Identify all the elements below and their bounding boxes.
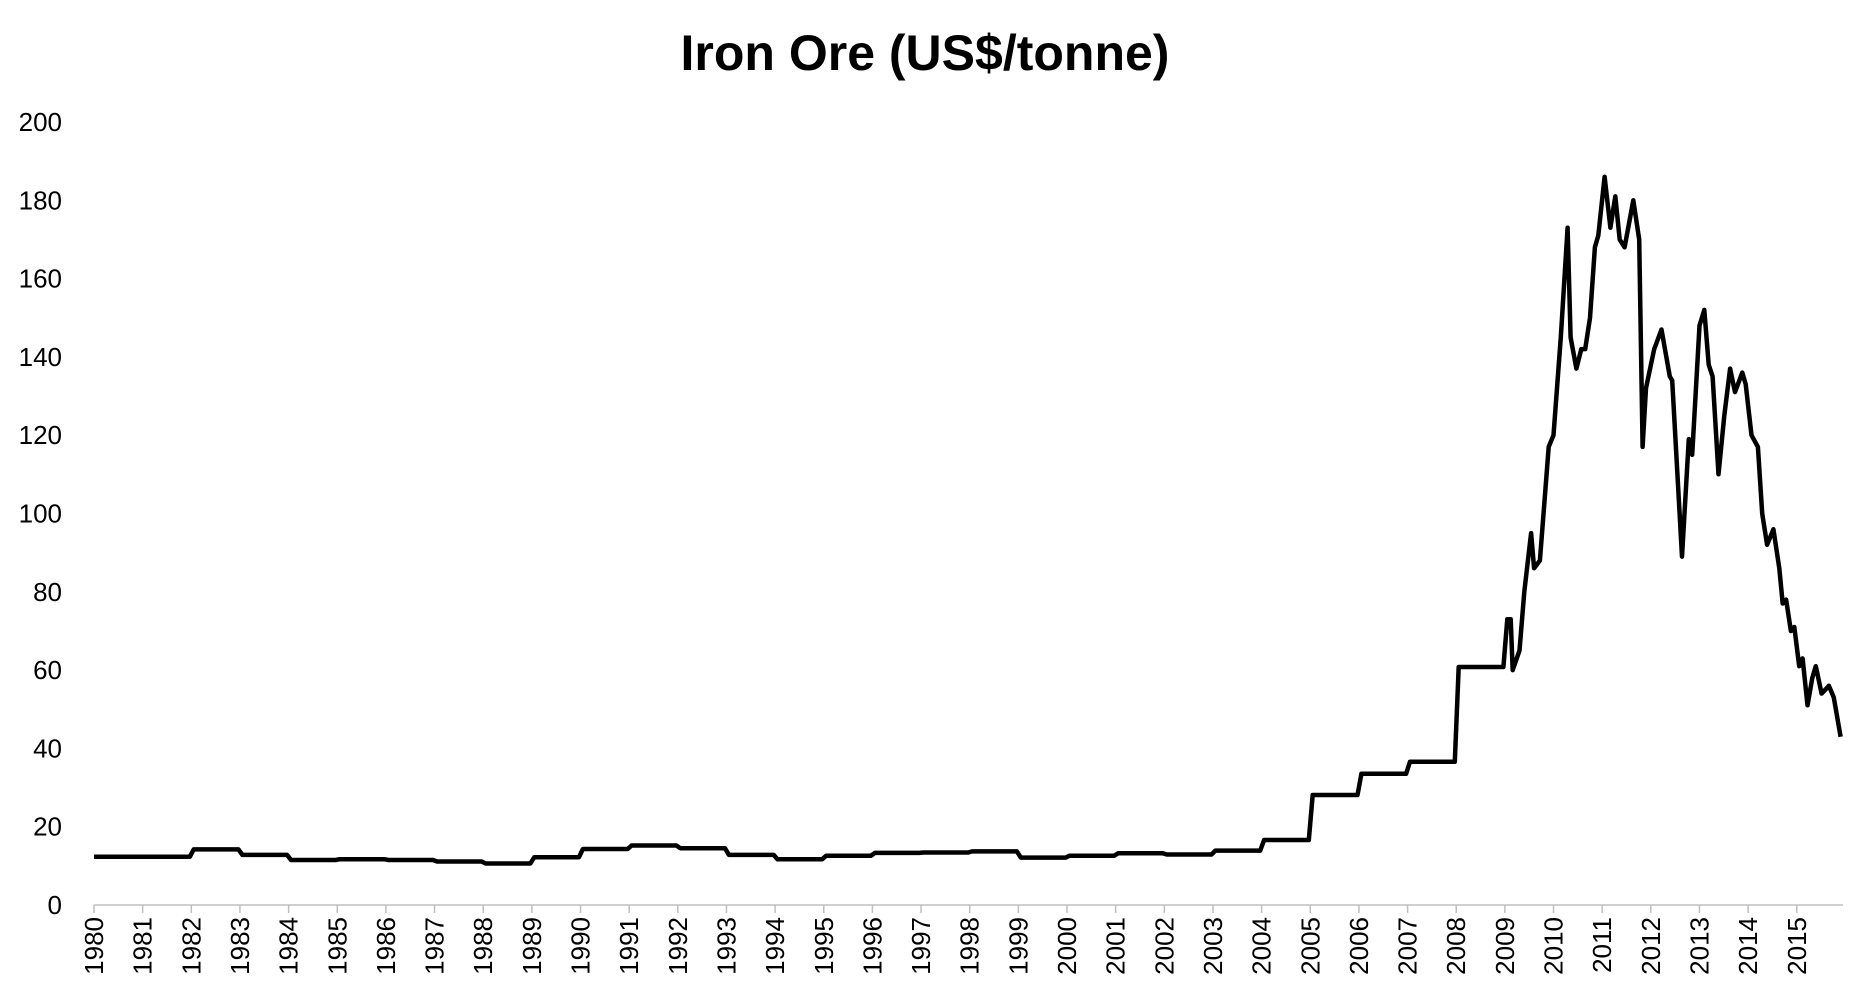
x-tick-label: 1997	[906, 917, 936, 975]
x-tick-label: 1985	[322, 917, 352, 975]
y-tick-label: 140	[19, 342, 62, 372]
y-tick-label: 60	[33, 655, 62, 685]
x-tick-label: 1990	[566, 917, 596, 975]
x-tick-label: 1989	[517, 917, 547, 975]
x-tick-label: 2012	[1636, 917, 1666, 975]
y-tick-label: 100	[19, 499, 62, 529]
y-tick-label: 80	[33, 577, 62, 607]
x-tick-label: 1993	[711, 917, 741, 975]
x-tick-label: 1996	[857, 917, 887, 975]
x-tick-label: 1991	[614, 917, 644, 975]
x-tick-label: 1987	[420, 917, 450, 975]
x-tick-label: 2008	[1441, 917, 1471, 975]
x-tick-label: 1992	[663, 917, 693, 975]
y-tick-label: 200	[19, 107, 62, 137]
x-tick-label: 2007	[1393, 917, 1423, 975]
x-tick-label: 1984	[274, 917, 304, 975]
y-tick-label: 180	[19, 185, 62, 215]
x-tick-label: 2002	[1149, 917, 1179, 975]
x-tick-label: 1994	[760, 917, 790, 975]
x-tick-label: 2006	[1344, 917, 1374, 975]
x-tick-label: 2013	[1684, 917, 1714, 975]
x-tick-label: 2000	[1052, 917, 1082, 975]
y-tick-label: 120	[19, 420, 62, 450]
x-tick-label: 1995	[809, 917, 839, 975]
line-series	[94, 174, 1843, 866]
chart-title: Iron Ore (US$/tonne)	[681, 25, 1170, 81]
x-tick-label: 2011	[1587, 917, 1617, 973]
x-tick-label: 1983	[225, 917, 255, 975]
x-tick-label: 2010	[1539, 917, 1569, 975]
x-tick-label: 2009	[1490, 917, 1520, 975]
x-tick-label: 1980	[79, 917, 109, 975]
x-tick-label: 2004	[1247, 917, 1277, 975]
x-tick-label: 2001	[1101, 917, 1131, 975]
x-tick-label: 1982	[176, 917, 206, 975]
y-tick-label: 0	[48, 890, 62, 920]
x-tick-label: 2003	[1198, 917, 1228, 975]
x-tick-label: 1988	[468, 917, 498, 975]
x-tick-label: 2005	[1295, 917, 1325, 975]
y-tick-label: 160	[19, 264, 62, 294]
x-tick-label: 1981	[128, 917, 158, 975]
y-tick-label: 40	[33, 733, 62, 763]
x-tick-label: 2014	[1733, 917, 1763, 975]
x-tick-label: 2015	[1782, 917, 1812, 975]
x-tick-label: 1986	[371, 917, 401, 975]
x-tick-label: 1999	[1003, 917, 1033, 975]
x-tick-label: 1998	[955, 917, 985, 975]
y-tick-label: 20	[33, 812, 62, 842]
